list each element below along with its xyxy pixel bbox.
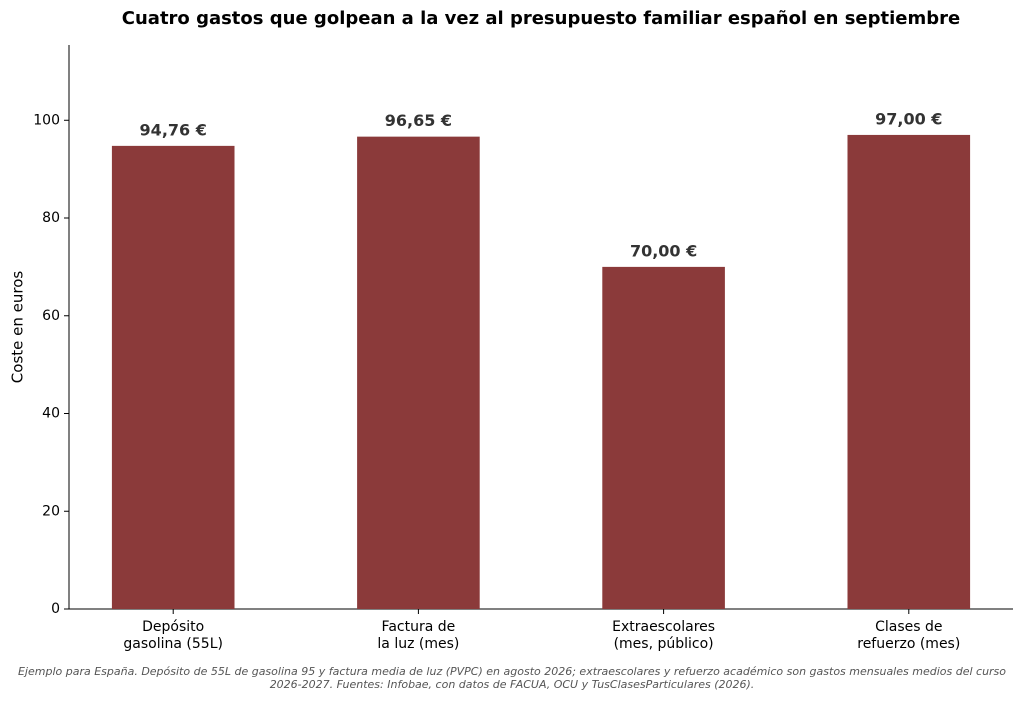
y-tick-label: 20: [42, 503, 60, 519]
y-tick-label: 100: [33, 112, 60, 128]
x-tick-label: Depósito gasolina (55L): [123, 619, 223, 652]
bar: [111, 145, 235, 609]
y-tick-label: 40: [42, 406, 60, 422]
bar: [357, 136, 480, 609]
y-tick-label: 0: [51, 601, 60, 617]
value-label: 70,00 €: [630, 241, 697, 260]
chart-title: Cuatro gastos que golpean a la vez al pr…: [122, 8, 960, 29]
x-tick-label: Extraescolares (mes, público): [612, 619, 715, 652]
x-tick-label: Clases de refuerzo (mes): [857, 619, 960, 652]
y-axis-label: Coste en euros: [9, 271, 27, 384]
x-tick-label: Factura de la luz (mes): [377, 619, 459, 652]
value-label: 96,65 €: [385, 111, 452, 130]
bar: [847, 134, 971, 609]
value-label: 97,00 €: [875, 109, 942, 128]
footnote: Ejemplo para España. Depósito de 55L de …: [17, 665, 1007, 691]
y-tick-label: 60: [42, 308, 60, 324]
value-label: 94,76 €: [140, 120, 207, 139]
bar: [602, 266, 725, 609]
y-tick-label: 80: [42, 210, 60, 226]
